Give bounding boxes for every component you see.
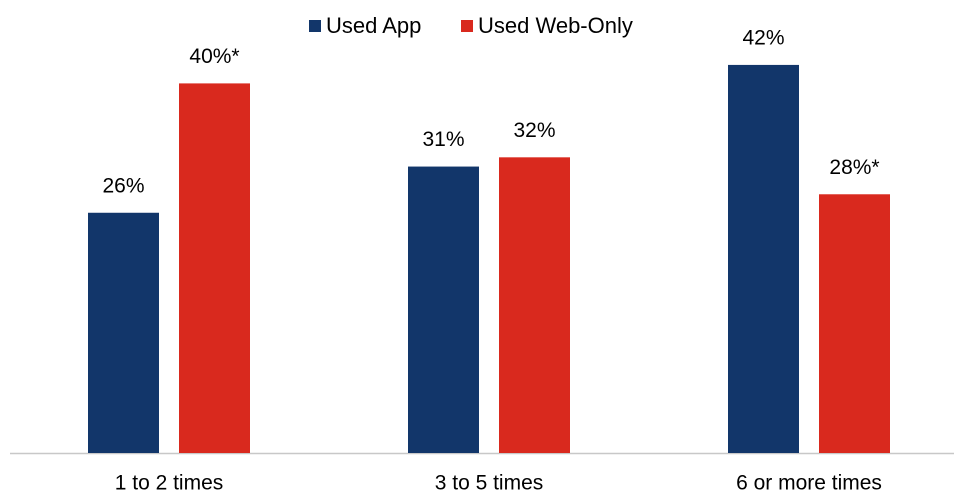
value-label: 42% — [742, 26, 784, 49]
bar — [819, 194, 890, 453]
bar — [408, 166, 479, 453]
x-tick-label: 6 or more times — [736, 472, 882, 491]
value-label: 32% — [513, 119, 555, 142]
value-label: 26% — [102, 174, 144, 197]
value-label: 40%* — [189, 45, 239, 68]
bar — [88, 212, 159, 453]
bar — [728, 64, 799, 454]
x-tick-label: 3 to 5 times — [435, 472, 544, 491]
value-label: 28%* — [829, 156, 879, 179]
value-label: 31% — [422, 128, 464, 151]
legend-label: Used App — [326, 13, 421, 38]
legend-label: Used Web-Only — [478, 13, 633, 38]
legend-swatch — [309, 20, 321, 32]
bar — [179, 83, 250, 454]
legend-swatch — [461, 20, 473, 32]
bar — [499, 157, 570, 453]
x-tick-label: 1 to 2 times — [115, 472, 224, 491]
